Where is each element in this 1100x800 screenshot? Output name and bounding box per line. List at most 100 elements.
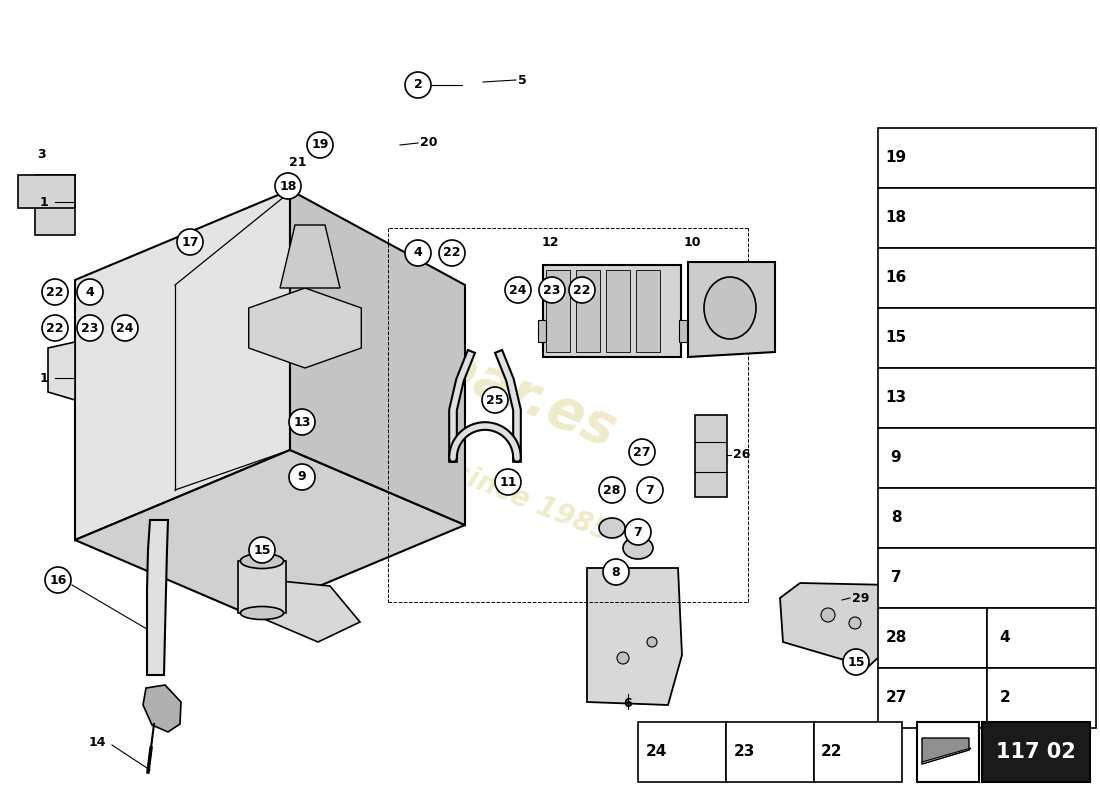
Text: 2: 2 [414, 78, 422, 91]
Polygon shape [75, 190, 290, 540]
Text: 24: 24 [509, 283, 527, 297]
Text: 27: 27 [886, 690, 906, 706]
Text: 2: 2 [1000, 690, 1011, 706]
Text: 12: 12 [541, 235, 559, 249]
Bar [726, 722, 814, 782]
Circle shape [600, 477, 625, 503]
Circle shape [617, 652, 629, 664]
Text: 20: 20 [420, 135, 438, 149]
Circle shape [45, 567, 72, 593]
Bar [878, 248, 1096, 308]
Circle shape [307, 132, 333, 158]
Bar [878, 668, 987, 728]
Text: 15: 15 [847, 655, 865, 669]
Text: 22: 22 [443, 246, 461, 259]
Circle shape [569, 277, 595, 303]
Text: 10: 10 [683, 235, 701, 249]
Text: 15: 15 [253, 543, 271, 557]
Circle shape [42, 315, 68, 341]
Text: 5: 5 [518, 74, 527, 86]
Bar [543, 265, 681, 357]
Bar [636, 270, 660, 352]
Bar [987, 668, 1096, 728]
Polygon shape [35, 175, 75, 235]
Polygon shape [48, 342, 75, 400]
Text: 15: 15 [886, 330, 906, 346]
Polygon shape [922, 748, 971, 764]
Text: 23: 23 [543, 283, 561, 297]
Text: 23: 23 [81, 322, 99, 334]
Bar [814, 722, 902, 782]
Polygon shape [75, 450, 465, 615]
Text: 13: 13 [294, 415, 310, 429]
Bar [679, 320, 688, 342]
Bar [878, 308, 1096, 368]
Text: 9: 9 [298, 470, 306, 483]
Text: 8: 8 [891, 510, 901, 526]
Text: eurospar.es: eurospar.es [266, 272, 624, 458]
Text: 28: 28 [886, 630, 906, 646]
Text: 28: 28 [603, 483, 620, 497]
Circle shape [539, 277, 565, 303]
Polygon shape [18, 175, 75, 208]
Text: 9: 9 [891, 450, 901, 466]
Bar [238, 561, 286, 613]
Circle shape [439, 240, 465, 266]
Ellipse shape [600, 518, 625, 538]
Ellipse shape [623, 537, 653, 559]
Text: 4: 4 [414, 246, 422, 259]
Circle shape [289, 464, 315, 490]
Text: 29: 29 [852, 591, 869, 605]
Text: 23: 23 [734, 745, 755, 759]
Circle shape [77, 315, 103, 341]
Text: 4: 4 [86, 286, 95, 298]
Circle shape [482, 387, 508, 413]
Text: 3: 3 [37, 149, 46, 162]
Text: 21: 21 [289, 155, 307, 169]
Circle shape [405, 72, 431, 98]
Text: 7: 7 [891, 570, 901, 586]
Circle shape [289, 409, 315, 435]
Text: 4: 4 [1000, 630, 1010, 646]
Bar [538, 320, 546, 342]
Bar [878, 488, 1096, 548]
Bar [546, 270, 570, 352]
Ellipse shape [704, 277, 756, 339]
Text: 22: 22 [46, 286, 64, 298]
Text: 27: 27 [634, 446, 651, 458]
Text: 19: 19 [886, 150, 906, 166]
Bar [638, 722, 726, 782]
Text: a passion for parts since 1985: a passion for parts since 1985 [166, 344, 614, 546]
Ellipse shape [241, 606, 284, 619]
Circle shape [495, 469, 521, 495]
Text: 18: 18 [886, 210, 906, 226]
Text: 8: 8 [612, 566, 620, 578]
Polygon shape [780, 583, 895, 667]
Circle shape [843, 649, 869, 675]
Circle shape [42, 279, 68, 305]
Polygon shape [587, 568, 682, 705]
Text: 24: 24 [117, 322, 134, 334]
Circle shape [77, 279, 103, 305]
Bar [987, 608, 1096, 668]
Bar [878, 128, 1096, 188]
Text: 14: 14 [88, 737, 106, 750]
Bar [878, 188, 1096, 248]
Circle shape [405, 240, 431, 266]
Text: 19: 19 [311, 138, 329, 151]
Polygon shape [290, 190, 465, 525]
Bar [878, 608, 987, 668]
Text: 18: 18 [279, 179, 297, 193]
Polygon shape [688, 262, 776, 357]
Text: 22: 22 [46, 322, 64, 334]
Bar [917, 722, 979, 782]
Text: 17: 17 [182, 235, 199, 249]
Text: 24: 24 [646, 745, 667, 759]
Text: 26: 26 [733, 449, 750, 462]
Circle shape [637, 477, 663, 503]
Circle shape [112, 315, 138, 341]
Circle shape [249, 537, 275, 563]
Bar [878, 548, 1096, 608]
Bar [878, 428, 1096, 488]
Polygon shape [250, 578, 360, 642]
